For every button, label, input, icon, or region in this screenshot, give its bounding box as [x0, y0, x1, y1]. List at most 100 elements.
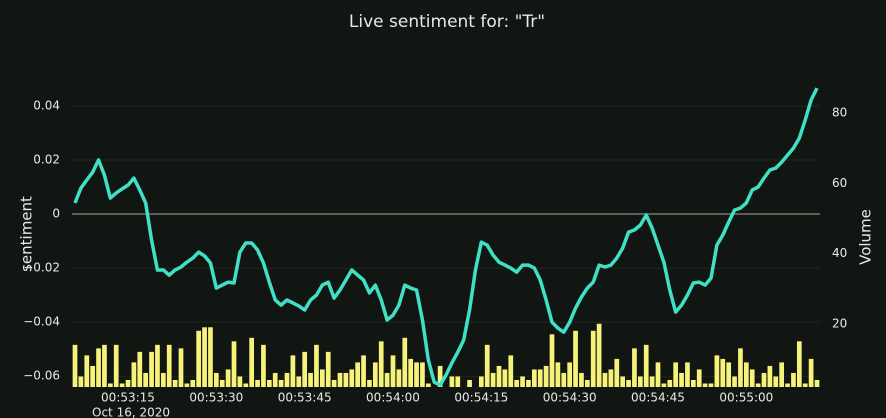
sentiment-line: [73, 87, 819, 387]
bar: [490, 372, 496, 387]
y-axis-title: sentiment: [18, 196, 36, 272]
y-tick-label: 0: [52, 207, 60, 221]
bar: [102, 344, 107, 387]
bar: [484, 344, 490, 387]
y-tick-label: −0.02: [23, 261, 60, 275]
bar: [590, 330, 596, 387]
lines: [73, 87, 819, 387]
bar: [414, 362, 419, 387]
bar: [749, 369, 755, 387]
x-tick-label: 00:55:00: [719, 391, 773, 405]
bar: [178, 348, 184, 387]
bar: [137, 351, 143, 387]
bar: [243, 383, 249, 387]
bar: [608, 369, 614, 387]
bar: [261, 344, 266, 387]
bar: [726, 362, 732, 387]
bar: [72, 344, 78, 387]
bar: [738, 348, 743, 387]
y-tick-label: 0.04: [33, 98, 60, 112]
bar: [384, 372, 390, 387]
y2-axis-title: Volume: [857, 209, 875, 265]
bar: [119, 383, 125, 387]
bar: [632, 348, 637, 387]
x-tick-label: 00:54:30: [543, 391, 597, 405]
bar: [143, 372, 149, 387]
bar: [184, 383, 190, 387]
x-date-label: Oct 16, 2020: [92, 406, 170, 418]
bar: [284, 372, 290, 387]
bar: [808, 358, 814, 387]
bar: [349, 369, 355, 387]
bar: [125, 379, 131, 387]
bar: [337, 372, 343, 387]
bar: [702, 383, 708, 387]
bar: [531, 369, 537, 387]
bar: [761, 372, 767, 387]
bar: [802, 383, 808, 387]
bar: [202, 327, 207, 387]
x-tick-label: 00:54:15: [454, 391, 508, 405]
bar: [496, 365, 502, 387]
bar: [685, 362, 690, 387]
bar: [255, 379, 260, 387]
y2-tick-label: 40: [832, 246, 847, 260]
bar: [520, 376, 525, 387]
bar: [455, 376, 461, 387]
bar: [661, 383, 667, 387]
bar: [755, 383, 761, 387]
bar: [561, 372, 567, 387]
bar: [649, 376, 655, 387]
bar: [160, 372, 166, 387]
bar: [502, 369, 508, 387]
bar: [331, 379, 337, 387]
bar: [314, 344, 319, 387]
bar: [714, 355, 720, 387]
bar: [319, 369, 325, 387]
bar: [396, 369, 402, 387]
bar: [231, 341, 237, 387]
bar: [696, 369, 702, 387]
bar: [514, 379, 520, 387]
bar: [626, 379, 631, 387]
bar: [90, 365, 96, 387]
bar: [579, 372, 584, 387]
bar: [107, 383, 113, 387]
bar: [814, 379, 820, 387]
bar: [643, 344, 649, 387]
bar: [478, 376, 484, 387]
x-tick-label: 00:54:00: [366, 391, 420, 405]
bar: [302, 351, 308, 387]
bar: [213, 372, 219, 387]
bar: [637, 376, 643, 387]
bar: [155, 344, 160, 387]
bar: [131, 362, 137, 387]
bar: [537, 369, 543, 387]
bar: [679, 372, 684, 387]
bar: [113, 344, 119, 387]
bar: [620, 376, 626, 387]
bar: [420, 362, 425, 387]
bar: [667, 379, 673, 387]
bar: [549, 334, 555, 387]
bar: [390, 355, 396, 387]
bar: [149, 351, 154, 387]
y2-tick-label: 60: [832, 176, 847, 190]
bar: [367, 379, 372, 387]
bar: [325, 351, 331, 387]
bar: [526, 379, 531, 387]
y-tick-label: 0.02: [33, 152, 60, 166]
bar: [249, 337, 255, 387]
bar: [166, 344, 172, 387]
bar: [196, 330, 202, 387]
x-tick-label: 00:53:15: [101, 391, 155, 405]
bar: [655, 362, 661, 387]
bar: [78, 376, 84, 387]
bar: [602, 372, 608, 387]
bar: [372, 362, 378, 387]
bar: [573, 330, 578, 387]
y-tick-label: −0.06: [23, 369, 60, 383]
bar: [773, 376, 779, 387]
